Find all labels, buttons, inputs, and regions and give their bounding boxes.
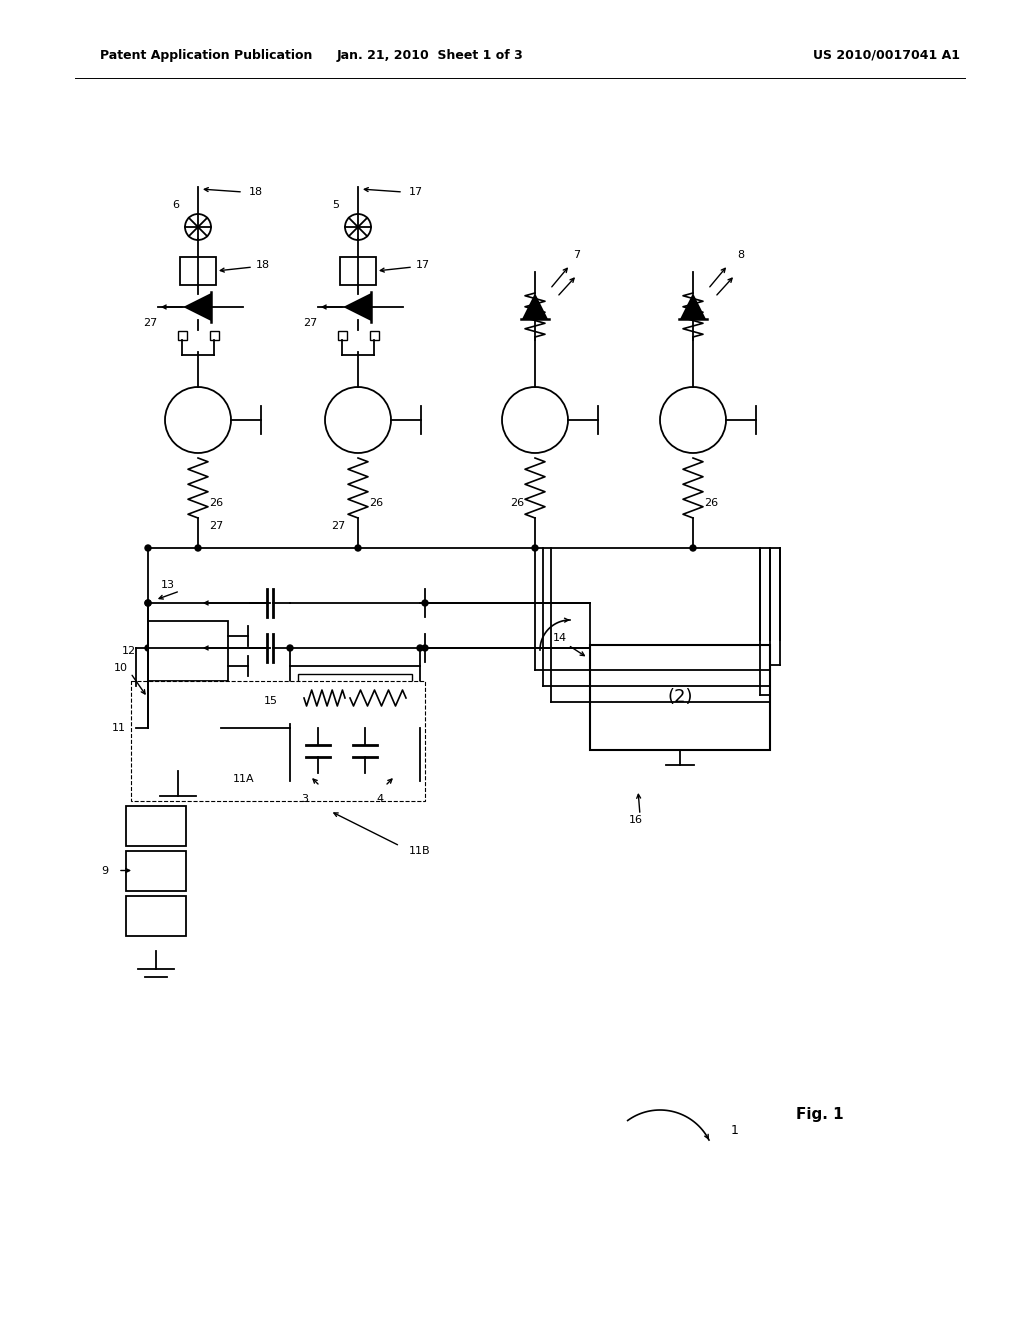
Circle shape — [345, 214, 371, 240]
Circle shape — [185, 214, 211, 240]
Circle shape — [532, 545, 538, 550]
Bar — [180, 257, 216, 285]
Text: 16: 16 — [629, 814, 643, 825]
Bar — [210, 330, 218, 339]
Circle shape — [145, 545, 151, 550]
Text: 27: 27 — [143, 318, 157, 327]
Text: 17: 17 — [416, 260, 430, 271]
Circle shape — [287, 645, 293, 651]
Circle shape — [422, 601, 428, 606]
Bar — [126, 850, 186, 891]
Text: 27: 27 — [303, 318, 317, 327]
Circle shape — [502, 387, 568, 453]
Bar — [130, 681, 425, 801]
Bar — [135, 685, 220, 771]
Text: 12: 12 — [122, 645, 136, 656]
Bar — [290, 667, 420, 781]
Circle shape — [325, 387, 391, 453]
Bar — [338, 330, 346, 339]
Polygon shape — [185, 294, 211, 319]
Text: 26: 26 — [209, 498, 223, 508]
Text: (2): (2) — [668, 689, 693, 706]
Circle shape — [422, 645, 428, 651]
Text: 11A: 11A — [232, 774, 254, 784]
Text: 18: 18 — [256, 260, 270, 271]
Text: 14: 14 — [553, 634, 567, 643]
Circle shape — [195, 304, 201, 310]
Text: 3: 3 — [301, 795, 308, 804]
Text: 1: 1 — [731, 1123, 739, 1137]
Text: 9: 9 — [101, 866, 108, 875]
Circle shape — [355, 545, 361, 550]
Polygon shape — [345, 294, 371, 319]
Text: 11: 11 — [112, 723, 126, 733]
Text: 7: 7 — [573, 249, 581, 260]
Text: 6: 6 — [172, 201, 179, 210]
Bar — [298, 729, 412, 774]
Text: 27: 27 — [331, 521, 345, 531]
Bar — [126, 805, 186, 846]
Bar — [370, 330, 379, 339]
Bar — [340, 257, 376, 285]
Text: 13: 13 — [161, 579, 175, 590]
Circle shape — [145, 601, 151, 606]
Text: 5: 5 — [333, 201, 340, 210]
Text: Patent Application Publication: Patent Application Publication — [100, 49, 312, 62]
Bar — [126, 895, 186, 936]
Bar — [177, 330, 186, 339]
Polygon shape — [681, 294, 705, 319]
Text: 26: 26 — [369, 498, 383, 508]
Circle shape — [203, 723, 213, 733]
Bar — [298, 675, 412, 722]
Text: 18: 18 — [249, 187, 263, 197]
Circle shape — [417, 645, 423, 651]
Text: 8: 8 — [737, 249, 744, 260]
Text: 27: 27 — [209, 521, 223, 531]
Text: 10: 10 — [114, 663, 128, 673]
Text: 26: 26 — [703, 498, 718, 508]
Text: 11B: 11B — [410, 846, 431, 855]
Text: 17: 17 — [409, 187, 423, 197]
Text: 26: 26 — [510, 498, 524, 508]
Circle shape — [690, 545, 696, 550]
Circle shape — [355, 304, 361, 310]
Bar — [590, 645, 770, 750]
Text: Jan. 21, 2010  Sheet 1 of 3: Jan. 21, 2010 Sheet 1 of 3 — [337, 49, 523, 62]
Circle shape — [145, 645, 151, 651]
Text: Fig. 1: Fig. 1 — [797, 1107, 844, 1122]
Circle shape — [145, 601, 151, 606]
Circle shape — [165, 387, 231, 453]
Bar — [148, 620, 228, 681]
Circle shape — [660, 387, 726, 453]
Text: 4: 4 — [377, 795, 384, 804]
Polygon shape — [523, 294, 547, 319]
Text: 15: 15 — [264, 696, 278, 706]
Bar — [158, 737, 198, 758]
Text: US 2010/0017041 A1: US 2010/0017041 A1 — [813, 49, 961, 62]
Circle shape — [195, 545, 201, 550]
